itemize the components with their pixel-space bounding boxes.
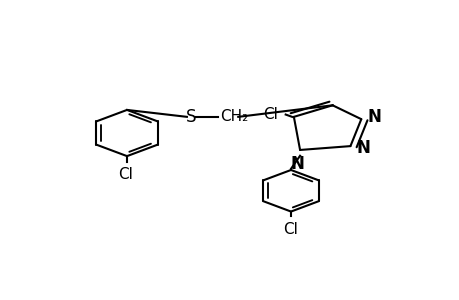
- Text: Cl: Cl: [118, 167, 132, 182]
- Text: Cl: Cl: [283, 222, 298, 237]
- Text: Cl: Cl: [263, 107, 277, 122]
- Text: S: S: [185, 108, 196, 126]
- Text: CH₂: CH₂: [219, 109, 247, 124]
- Text: N: N: [367, 108, 381, 126]
- Text: N: N: [356, 140, 370, 158]
- Text: N: N: [290, 154, 303, 172]
